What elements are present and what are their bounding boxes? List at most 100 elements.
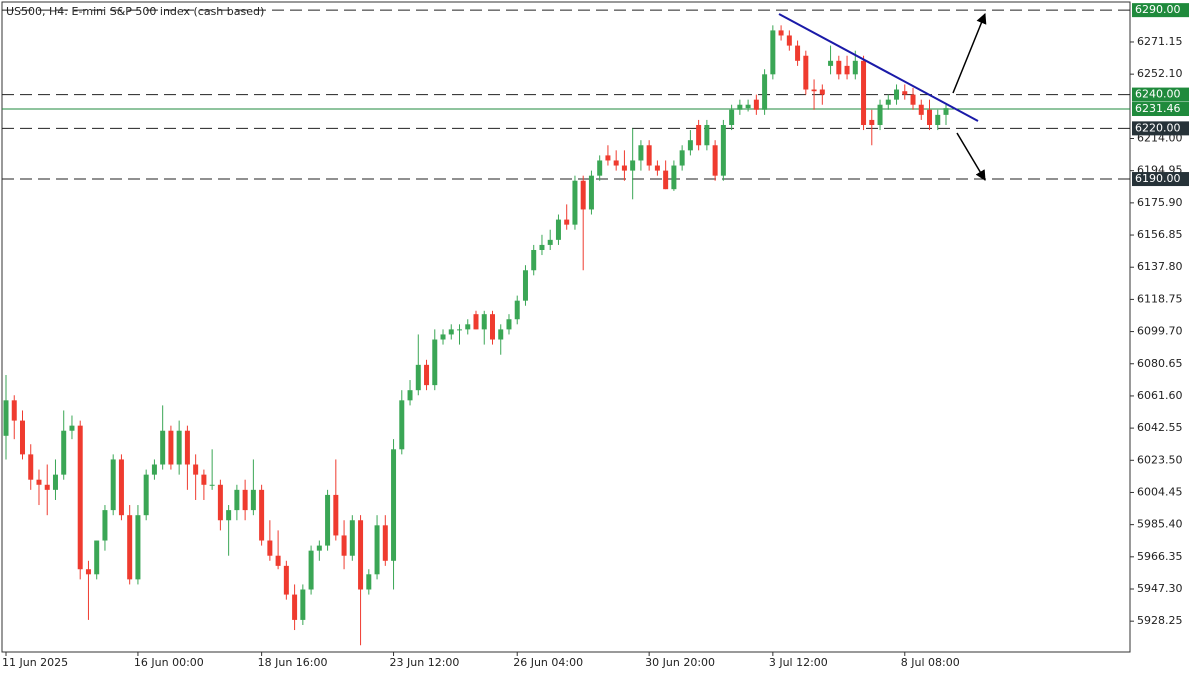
candle-body: [308, 550, 314, 590]
candle-body: [292, 594, 298, 620]
level-label: 6290.00: [1135, 3, 1181, 16]
level-label-bg: [1132, 87, 1189, 102]
candle-body: [910, 94, 916, 105]
candle-body: [275, 555, 281, 566]
candle-body: [844, 65, 850, 75]
candle-body: [943, 108, 949, 115]
candle-body: [3, 400, 9, 436]
candle-body: [696, 124, 702, 146]
candle-body: [638, 145, 644, 161]
arrow-up: [952, 13, 987, 94]
candle-body: [267, 540, 273, 556]
candle-body: [762, 74, 768, 110]
x-tick-label: 30 Jun 20:00: [645, 656, 715, 669]
candle-body: [118, 459, 124, 516]
arrow-down: [956, 132, 986, 181]
candle-body: [506, 319, 512, 330]
candle-body: [184, 430, 190, 465]
candle-body: [869, 119, 875, 125]
y-tick-label: 5928.25: [1137, 614, 1183, 627]
y-tick-label: 6099.70: [1137, 325, 1183, 338]
candle-body: [28, 454, 34, 480]
chart-title: US500, H4: E-mini S&P 500 index (cash ba…: [6, 5, 264, 18]
candle-body: [176, 430, 182, 465]
candle-body: [160, 430, 166, 465]
y-tick-label: 5947.30: [1137, 582, 1183, 595]
candle-body: [720, 124, 726, 176]
candle-body: [564, 219, 570, 225]
candle-body: [349, 520, 355, 556]
candle-body: [399, 400, 405, 450]
candle-body: [424, 364, 430, 386]
candle-body: [498, 329, 504, 340]
candle-body: [151, 464, 157, 475]
candle-body: [588, 175, 594, 210]
level-label-bg: [1132, 172, 1189, 187]
candle-body: [704, 124, 710, 146]
candle-body: [325, 494, 331, 546]
level-label: 6220.00: [1135, 121, 1181, 134]
x-tick-label: 26 Jun 04:00: [513, 656, 583, 669]
candle-body: [358, 520, 364, 590]
candle-body: [283, 565, 289, 595]
plot-frame: [1, 1, 1131, 653]
y-tick-label: 6061.60: [1137, 389, 1183, 402]
x-tick-label: 8 Jul 08:00: [901, 656, 960, 669]
y-tick-label: 6042.55: [1137, 421, 1183, 434]
candle-body: [69, 425, 75, 431]
candle-body: [927, 109, 933, 125]
candle-body: [415, 364, 421, 391]
candle-body: [770, 30, 776, 75]
candle-body: [902, 91, 908, 95]
y-tick-label: 6175.90: [1137, 196, 1183, 209]
y-tick-label: 6118.75: [1137, 292, 1183, 305]
level-label: 6190.00: [1135, 172, 1181, 185]
candle-body: [457, 329, 463, 331]
candle-body: [819, 89, 825, 95]
candle-body: [102, 510, 108, 541]
candle-body: [110, 459, 116, 511]
candle-body: [745, 104, 751, 109]
candle-body: [440, 334, 446, 340]
candle-body: [522, 270, 528, 301]
axis-labels: 6271.156252.106214.006194.956175.906156.…: [2, 3, 1189, 669]
level-label-bg: [1132, 3, 1189, 18]
candle-body: [85, 569, 91, 575]
candle-body: [547, 239, 553, 245]
candle-body: [621, 165, 627, 171]
candle-body: [61, 430, 67, 475]
candle-body: [94, 540, 100, 575]
candle-body: [918, 104, 924, 115]
candle-body: [811, 89, 817, 92]
candle-body: [605, 155, 611, 161]
candle-body: [555, 219, 561, 240]
candle-body: [795, 45, 801, 61]
y-tick-label: 6023.50: [1137, 453, 1183, 466]
candle-body: [143, 474, 149, 516]
candle-body: [514, 300, 520, 320]
x-tick-label: 3 Jul 12:00: [769, 656, 828, 669]
candle-body: [786, 35, 792, 46]
x-tick-label: 23 Jun 12:00: [390, 656, 460, 669]
candle-body: [52, 474, 58, 490]
plot: [2, 9, 1130, 646]
candle-body: [209, 484, 215, 486]
candle-body: [300, 589, 306, 620]
candle-body: [836, 60, 842, 75]
y-tick-label: 6252.10: [1137, 67, 1183, 80]
candle-body: [448, 329, 454, 335]
candle-body: [250, 489, 256, 511]
trend-line: [778, 13, 979, 122]
candle-body: [580, 180, 586, 210]
candle-body: [333, 494, 339, 536]
candle-body: [489, 314, 495, 340]
candle-body: [663, 170, 669, 190]
candle-body: [572, 180, 578, 225]
candle-body: [193, 464, 199, 475]
x-tick-label: 18 Jun 16:00: [258, 656, 328, 669]
candle-body: [465, 324, 471, 330]
candle-body: [374, 525, 380, 575]
y-tick-label: 5966.35: [1137, 550, 1183, 563]
